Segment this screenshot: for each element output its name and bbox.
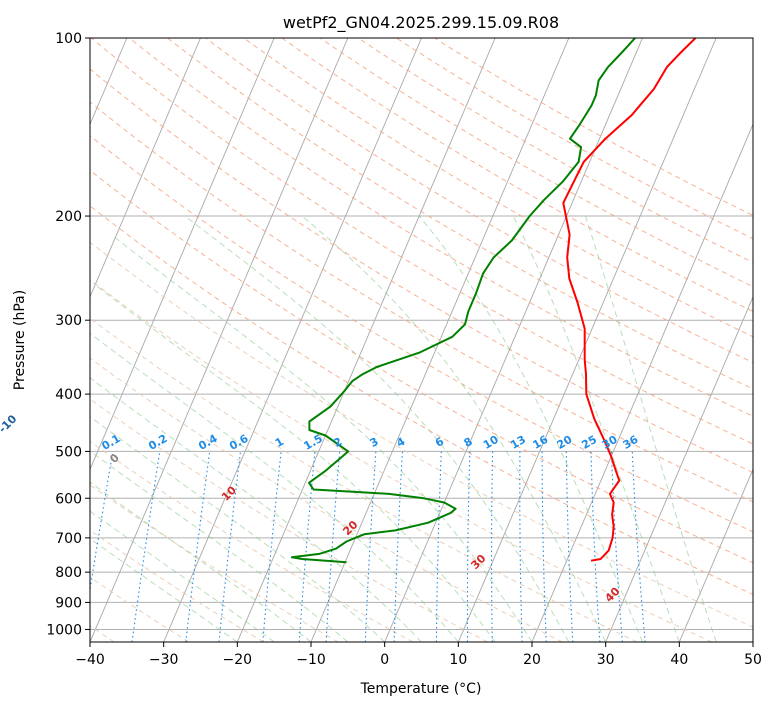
mixing-ratio-line <box>218 451 242 642</box>
mixing-ratio-line <box>519 451 523 642</box>
mixing-ratio-line <box>325 451 341 642</box>
y-tick-label: 800 <box>55 565 82 581</box>
dry-adiabat-line <box>90 440 414 642</box>
isotherm-line <box>605 295 753 642</box>
dry-adiabat-line <box>90 68 753 474</box>
x-tick-label: −10 <box>296 652 326 668</box>
y-tick-label: 400 <box>55 387 82 403</box>
x-tick-label: 10 <box>449 652 467 668</box>
isotherm-line <box>236 38 496 642</box>
isotherm-line <box>531 123 753 642</box>
plot-area <box>90 38 753 642</box>
dry-adiabat-line <box>396 38 753 240</box>
moist-adiabat-line <box>90 377 422 642</box>
y-tick-label: 300 <box>55 313 82 329</box>
mixing-ratio-line <box>631 451 646 642</box>
y-tick-label: 600 <box>55 491 82 507</box>
mixing-ratio-line <box>541 451 547 642</box>
y-tick-label: 900 <box>55 595 82 611</box>
x-tick-label: 50 <box>744 652 762 668</box>
temperature-line <box>562 38 697 562</box>
mixing-ratio-line <box>490 451 494 642</box>
mixing-ratio-line <box>610 451 623 642</box>
isotherm-line <box>90 38 201 299</box>
x-tick-label: 30 <box>597 652 615 668</box>
mixing-ratio-line <box>185 451 211 642</box>
moist-adiabat-line <box>90 481 312 642</box>
y-tick-label: 1000 <box>46 622 82 638</box>
x-tick-label: 0 <box>380 652 389 668</box>
chart-title: wetPf2_GN04.2025.299.15.09.R08 <box>283 13 559 33</box>
moist-adiabat-line <box>418 215 643 642</box>
dry-adiabat-line <box>90 205 753 595</box>
dry-adiabat-line <box>90 169 753 564</box>
x-tick-label: 20 <box>523 652 541 668</box>
plot-frame <box>89 37 754 643</box>
mixing-ratio-line <box>435 451 442 642</box>
dry-adiabat-line <box>281 38 753 313</box>
x-axis-title: Temperature (°C) <box>360 681 482 697</box>
moist-adiabat-line <box>90 332 459 642</box>
moist-adiabat-line <box>110 234 533 642</box>
moist-adiabat-line <box>585 215 717 642</box>
mixing-ratio-line <box>393 451 404 642</box>
moist-adiabat-line <box>93 283 496 642</box>
dry-adiabat-line <box>167 38 753 390</box>
moist-adiabat-line <box>90 510 275 642</box>
x-tick-label: −30 <box>149 652 179 668</box>
moist-adiabat-line <box>301 215 607 642</box>
isotherm-line <box>163 38 422 642</box>
dry-adiabat-line <box>90 38 753 445</box>
y-axis-title: Pressure (hPa) <box>12 290 28 390</box>
mixing-ratio-line <box>90 451 114 594</box>
isotherm-line <box>678 468 753 642</box>
y-tick-label: 100 <box>55 31 82 47</box>
dry-adiabat-line <box>90 317 638 642</box>
moist-adiabat-line <box>90 415 386 642</box>
dry-adiabat-line <box>90 279 712 642</box>
dry-adiabat-line <box>243 38 753 338</box>
dry-adiabat-line <box>129 38 753 417</box>
x-tick-label: −40 <box>75 652 105 668</box>
isotherm-line <box>90 38 275 471</box>
moist-adiabat-line <box>184 215 570 642</box>
isotherm-line <box>457 38 717 642</box>
dry-adiabat-line <box>90 357 563 642</box>
y-tick-label: 500 <box>55 444 82 460</box>
mixing-ratio-line <box>466 451 471 642</box>
mixing-ratio-line <box>262 451 282 642</box>
dry-adiabat-line <box>90 398 488 642</box>
mixing-ratio-line <box>364 451 377 642</box>
mixing-ratio-line <box>298 451 316 642</box>
y-tick-label: 200 <box>55 209 82 225</box>
mixing-ratio-line <box>590 451 601 642</box>
x-tick-label: −20 <box>223 652 253 668</box>
y-tick-label: 700 <box>55 531 82 547</box>
axes: −40 −30 −20 −10 0 10 20 30 40 50 100 200 300 400 500 60… <box>46 31 762 668</box>
x-tick-label: 40 <box>670 652 688 668</box>
moist-adiabat-line <box>512 215 680 642</box>
moist-adiabat-line <box>90 450 349 642</box>
isotherm-line <box>384 38 643 642</box>
mixing-ratio-line <box>565 451 574 642</box>
mixing-ratio-line <box>131 451 161 642</box>
dewpoint-line <box>290 38 636 564</box>
dry-adiabat-line <box>90 241 753 628</box>
